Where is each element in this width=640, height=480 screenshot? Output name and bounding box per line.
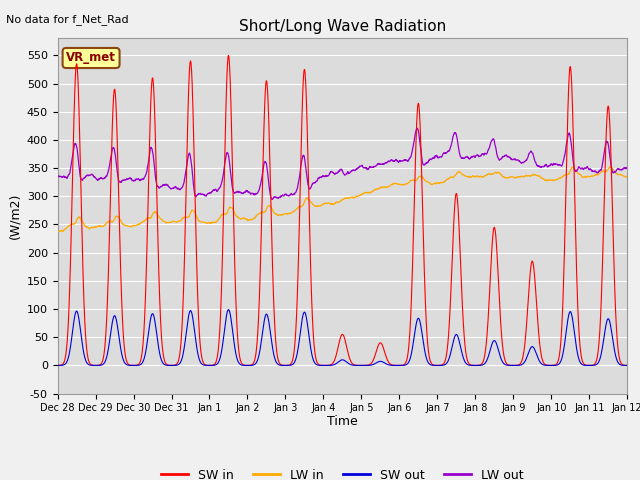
Y-axis label: (W/m2): (W/m2) — [8, 193, 21, 239]
X-axis label: Time: Time — [327, 415, 358, 428]
Text: VR_met: VR_met — [66, 51, 116, 64]
Text: No data for f_Net_Rad: No data for f_Net_Rad — [6, 14, 129, 25]
Legend: SW in, LW in, SW out, LW out: SW in, LW in, SW out, LW out — [156, 464, 529, 480]
Title: Short/Long Wave Radiation: Short/Long Wave Radiation — [239, 20, 446, 35]
